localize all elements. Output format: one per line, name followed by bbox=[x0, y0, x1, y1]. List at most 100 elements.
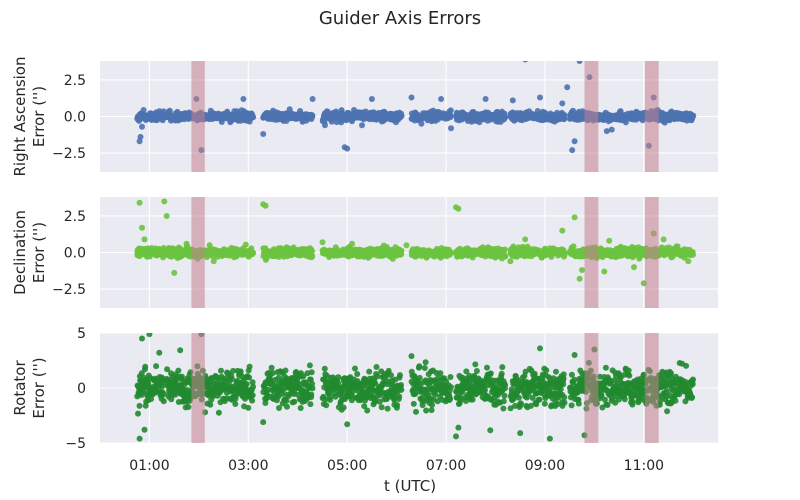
data-point bbox=[422, 359, 429, 366]
data-point bbox=[498, 370, 505, 377]
data-point bbox=[156, 349, 163, 356]
highlight-band bbox=[584, 61, 599, 172]
data-point bbox=[568, 402, 575, 409]
data-point bbox=[482, 386, 488, 393]
data-point bbox=[385, 367, 392, 374]
data-point bbox=[230, 367, 237, 374]
data-point bbox=[308, 369, 315, 376]
data-point bbox=[438, 96, 445, 102]
data-point bbox=[457, 397, 464, 404]
data-point bbox=[207, 401, 214, 408]
data-point bbox=[502, 114, 509, 121]
data-point bbox=[398, 112, 405, 119]
data-point bbox=[571, 214, 578, 221]
data-point bbox=[416, 363, 423, 370]
data-point bbox=[403, 242, 410, 249]
data-point bbox=[517, 400, 524, 407]
data-point bbox=[396, 393, 403, 400]
data-point bbox=[575, 400, 582, 407]
y-tick-label: −2.5 bbox=[52, 282, 86, 298]
data-point bbox=[606, 237, 613, 244]
data-point bbox=[683, 362, 690, 369]
data-point bbox=[141, 426, 148, 433]
y-tick-label: −2.5 bbox=[52, 146, 86, 162]
data-point bbox=[564, 84, 571, 91]
highlight-band bbox=[584, 197, 599, 308]
data-point bbox=[559, 227, 566, 234]
data-point bbox=[297, 405, 304, 411]
data-point bbox=[546, 435, 553, 442]
data-point bbox=[509, 97, 516, 104]
data-point bbox=[309, 380, 316, 387]
data-point bbox=[309, 253, 316, 260]
data-point bbox=[408, 94, 415, 101]
x-tick-label: 03:00 bbox=[228, 458, 268, 474]
data-point bbox=[557, 386, 564, 393]
data-point bbox=[502, 382, 509, 388]
data-point bbox=[262, 202, 269, 209]
data-point bbox=[394, 402, 401, 408]
highlight-band bbox=[191, 197, 205, 308]
data-point bbox=[569, 147, 576, 154]
data-point bbox=[432, 391, 439, 398]
data-point bbox=[576, 275, 583, 282]
x-axis-label: t (UTC) bbox=[384, 477, 436, 495]
data-point bbox=[625, 367, 632, 374]
data-point bbox=[141, 236, 148, 243]
data-point bbox=[283, 397, 290, 404]
data-point bbox=[524, 243, 531, 250]
data-point bbox=[447, 374, 454, 380]
data-point bbox=[139, 224, 145, 231]
data-point bbox=[268, 364, 275, 371]
data-point bbox=[660, 236, 667, 243]
data-point bbox=[249, 397, 256, 404]
data-point bbox=[309, 96, 316, 102]
data-point bbox=[229, 376, 236, 382]
data-point bbox=[344, 421, 351, 428]
data-point bbox=[668, 370, 674, 377]
data-point bbox=[447, 114, 454, 121]
data-point bbox=[243, 381, 250, 387]
data-point bbox=[469, 396, 476, 403]
data-point bbox=[626, 372, 633, 379]
highlight-band bbox=[191, 333, 205, 443]
y-tick-label: 0.0 bbox=[64, 110, 86, 126]
y-axis-label: RotatorError ('') bbox=[11, 357, 48, 418]
data-point bbox=[139, 123, 145, 130]
data-point bbox=[262, 400, 269, 406]
data-point bbox=[323, 402, 330, 409]
data-point bbox=[423, 407, 430, 414]
data-point bbox=[308, 391, 315, 398]
data-point bbox=[602, 364, 609, 371]
data-point bbox=[276, 405, 282, 411]
data-point bbox=[517, 430, 524, 437]
y-tick-label: 5 bbox=[77, 326, 86, 342]
data-point bbox=[507, 258, 514, 265]
data-point bbox=[554, 401, 561, 408]
data-point bbox=[473, 368, 480, 374]
data-point bbox=[246, 363, 253, 370]
data-point bbox=[378, 404, 385, 411]
data-point bbox=[327, 396, 334, 403]
data-point bbox=[373, 364, 380, 370]
data-point bbox=[344, 145, 351, 152]
data-point bbox=[307, 401, 314, 408]
data-point bbox=[139, 335, 145, 342]
figure-title: Guider Axis Errors bbox=[319, 8, 481, 29]
data-point bbox=[250, 114, 257, 121]
data-point bbox=[448, 250, 454, 257]
highlight-band bbox=[644, 333, 659, 443]
data-point bbox=[153, 363, 160, 370]
data-point bbox=[136, 402, 143, 409]
data-point bbox=[447, 395, 454, 402]
data-point bbox=[398, 247, 405, 254]
data-point bbox=[418, 120, 425, 127]
data-point bbox=[463, 368, 470, 375]
data-point bbox=[218, 367, 224, 374]
data-point bbox=[321, 365, 328, 372]
data-point bbox=[135, 410, 141, 417]
y-tick-label: 2.5 bbox=[64, 73, 86, 89]
data-point bbox=[240, 96, 247, 102]
